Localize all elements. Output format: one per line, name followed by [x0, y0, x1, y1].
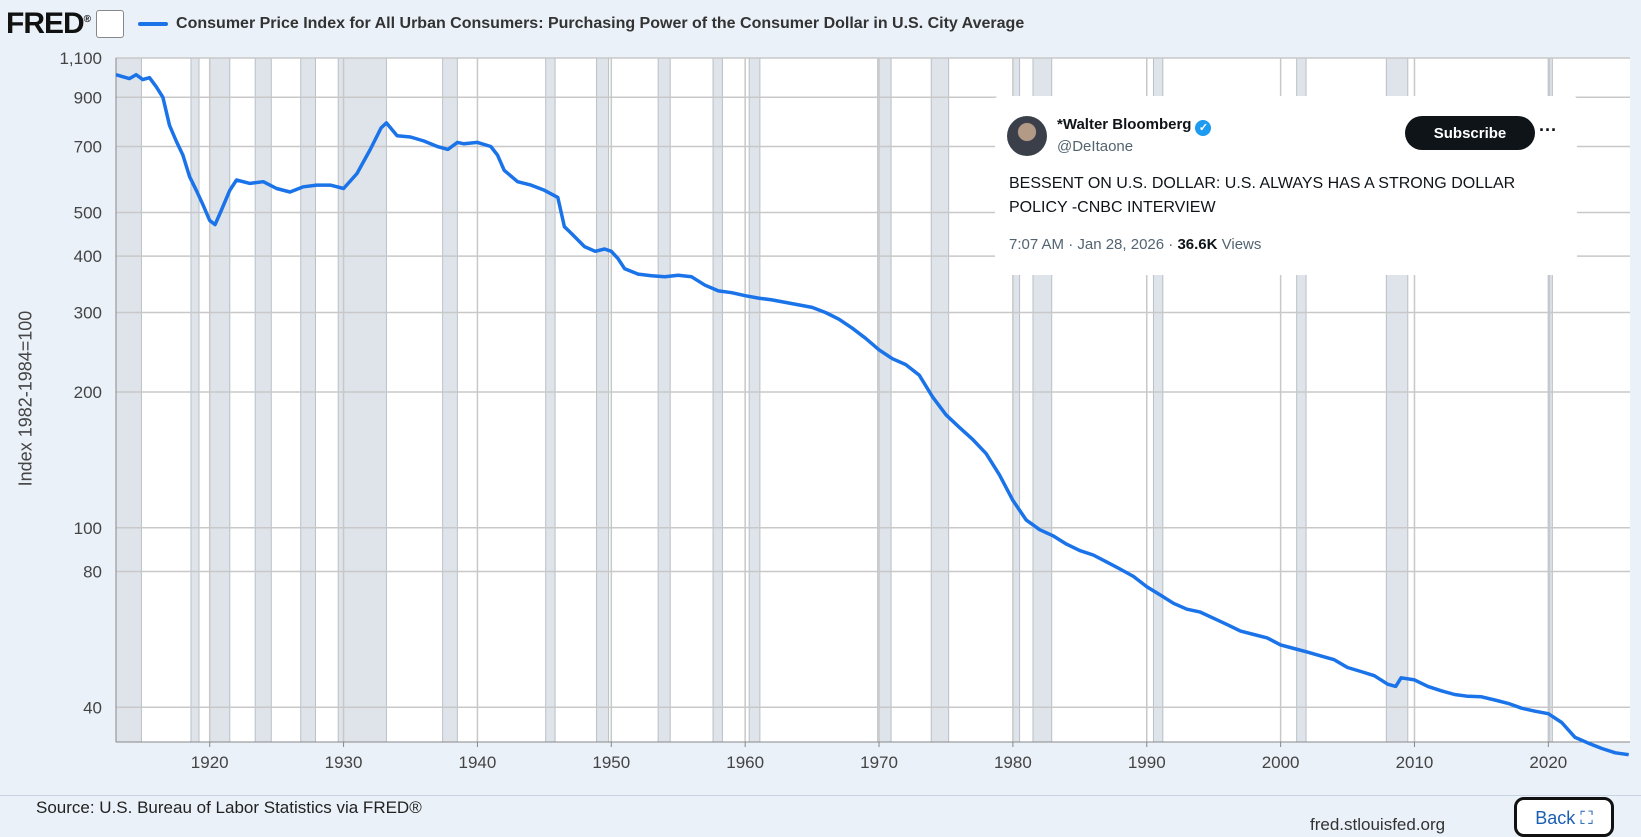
source-note: Source: U.S. Bureau of Labor Statistics …	[36, 798, 422, 817]
tweet-views-label: Views	[1217, 236, 1262, 253]
x-tick-label: 2020	[1529, 753, 1567, 772]
recession-band	[300, 57, 316, 743]
series-line	[115, 72, 1629, 757]
subscribe-button[interactable]: Subscribe	[1405, 116, 1535, 150]
verified-icon: ✓	[1195, 120, 1212, 136]
avatar[interactable]	[1007, 116, 1047, 156]
x-tick-label: 1940	[459, 753, 497, 772]
recession-band	[657, 57, 671, 743]
recession-band	[442, 57, 458, 743]
x-tick-label: 2000	[1262, 753, 1300, 772]
chart-header: FRED® Consumer Price Index for All Urban…	[6, 7, 1025, 40]
back-button[interactable]: Back ⛶	[1514, 797, 1614, 837]
tweet-meta: 7:07 AM · Jan 28, 2026 · 36.6K Views	[1009, 236, 1261, 253]
recession-band	[596, 57, 610, 743]
series-title: Consumer Price Index for All Urban Consu…	[176, 15, 1025, 32]
recession-band	[748, 57, 761, 743]
tweet-text: BESSENT ON U.S. DOLLAR: U.S. ALWAYS HAS …	[1009, 175, 1516, 216]
footer-divider	[0, 795, 1641, 796]
x-tick-label: 2010	[1396, 753, 1434, 772]
more-options-icon[interactable]: ···	[1539, 120, 1557, 140]
y-tick-label: 1,100	[59, 49, 102, 68]
tweet-author[interactable]: *Walter Bloomberg ✓	[1057, 116, 1212, 136]
recession-band	[545, 57, 556, 743]
y-tick-label: 40	[83, 698, 102, 717]
y-tick-label: 400	[74, 247, 102, 266]
x-tick-label: 1930	[325, 753, 363, 772]
tweet-views-count: 36.6K	[1177, 236, 1218, 253]
x-tick-label: 1960	[726, 753, 764, 772]
recession-band	[115, 57, 142, 743]
tweet-author-name: *Walter Bloomberg	[1057, 116, 1192, 133]
site-url[interactable]: fred.stlouisfed.org	[1310, 815, 1446, 834]
recession-band	[712, 57, 723, 743]
x-tick-label: 1950	[592, 753, 630, 772]
x-tick-label: 1920	[191, 753, 229, 772]
x-tick-label: 1970	[860, 753, 898, 772]
grok-icon[interactable]: ⊘	[1509, 122, 1525, 142]
y-tick-label: 80	[83, 562, 102, 581]
y-tick-label: 700	[74, 138, 102, 157]
legend-line-swatch	[138, 22, 169, 26]
x-tick-label: 1980	[994, 753, 1032, 772]
recession-band	[209, 57, 231, 743]
y-tick-label: 500	[74, 203, 102, 222]
chart-trend-icon[interactable]	[96, 10, 125, 38]
tweet-time[interactable]: 7:07 AM · Jan 28, 2026 ·	[1009, 236, 1178, 253]
y-tick-label: 300	[74, 304, 102, 323]
tweet-handle[interactable]: @DeItaone	[1057, 138, 1134, 155]
recession-band	[190, 57, 200, 743]
tweet-overlay: *Walter Bloomberg ✓ @DeItaone Subscribe ⊘…	[995, 96, 1577, 275]
y-tick-label: 900	[74, 88, 102, 107]
x-tick-label: 1990	[1128, 753, 1166, 772]
y-tick-label: 200	[74, 383, 102, 402]
recession-band	[254, 57, 272, 743]
fred-logo[interactable]: FRED®	[6, 7, 91, 40]
y-tick-label: 100	[74, 519, 102, 538]
recession-band	[337, 57, 387, 743]
